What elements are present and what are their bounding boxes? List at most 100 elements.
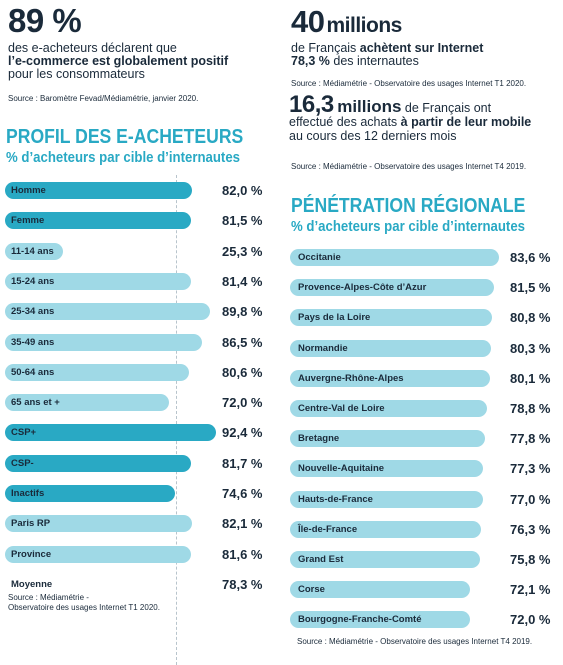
bar-label: 25-34 ans	[11, 306, 55, 318]
profil-chart-subtitle: % d’acheteurs par cible d’internautes	[6, 149, 241, 166]
bar-nouvelle-aquitaine	[290, 460, 483, 478]
bar-value-label: 77,0 %	[510, 491, 551, 507]
bar-label: Homme	[11, 185, 46, 196]
bar-label: Moyenne	[11, 578, 53, 590]
bar-15-24-ans	[5, 272, 191, 290]
bar-label: Provence-Alpes-Côte d’Azur	[298, 282, 427, 294]
bar-value-label: 81,5 %	[222, 213, 263, 229]
bar-value-label: 86,5 %	[222, 334, 263, 350]
bar-value-label: 89,8 %	[222, 304, 263, 320]
bar-label: CSP+	[11, 427, 37, 439]
bar-label: Pays de la Loire	[298, 312, 371, 324]
bar-label: Île-de-France	[298, 523, 358, 535]
bar-label: Centre-Val de Loire	[298, 403, 385, 414]
bar-label: 35-49 ans	[11, 336, 55, 348]
profil-chart-title: PROFIL DES E-ACHETEURS	[6, 126, 244, 148]
stat-16-source: Source : Médiamétrie - Observatoire des …	[291, 162, 527, 171]
stat-40-millions: 40millions	[291, 4, 402, 40]
stat-89-line1: des e-acheteurs déclarent que	[8, 41, 177, 55]
bar-11-14-ans	[5, 242, 63, 260]
bar-label: Bourgogne-Franche-Comté	[298, 614, 422, 626]
bar-bourgogne-franche-comt-	[290, 611, 470, 629]
bar-province	[5, 545, 191, 563]
bar-value-label: 81,7 %	[222, 455, 263, 471]
bar-value-label: 72,1 %	[510, 582, 551, 598]
bar-25-34-ans	[5, 303, 210, 321]
stat-89-description: des e-acheteurs déclarent que l’e-commer…	[8, 42, 248, 81]
bar-50-64-ans	[5, 363, 189, 381]
bar-label: Nouvelle-Aquitaine	[298, 463, 385, 475]
bar-label: Grand Est	[298, 554, 344, 565]
bar-value-label: 80,1 %	[510, 370, 551, 386]
bar-centre-val-de-loire	[290, 400, 487, 417]
bar-bretagne	[290, 430, 485, 448]
bar-label: Normandie	[298, 342, 348, 354]
bar-value-label: 80,3 %	[510, 340, 551, 356]
bar-label: CSP-	[11, 457, 34, 469]
bar-value-label: 77,8 %	[510, 431, 551, 447]
bar-label: Province	[11, 548, 52, 560]
bar-value-label: 80,6 %	[222, 364, 263, 380]
stat-40-source: Source : Médiamétrie - Observatoire des …	[291, 79, 527, 88]
bar-value-label: 83,6 %	[510, 250, 551, 265]
profil-chart-source: Source : Médiamétrie - Observatoire des …	[8, 593, 160, 612]
regional-chart-source: Source : Médiamétrie - Observatoire des …	[297, 637, 533, 646]
bar-value-label: 75,8 %	[510, 552, 551, 567]
bar--le-de-france	[290, 520, 481, 538]
bar-label: Corse	[298, 584, 325, 596]
bar-auvergne-rh-ne-alpes	[290, 369, 490, 387]
bar-value-label: 81,4 %	[222, 273, 263, 289]
stat-89-line2: l’e-commerce est globalement positif	[8, 54, 229, 68]
stat-16-line1: 16,3 millions de Français ont	[289, 91, 492, 118]
bar-value-label: 25,3 %	[222, 243, 263, 259]
regional-chart-title: PÉNÉTRATION RÉGIONALE	[291, 195, 526, 217]
bar-inactifs	[5, 485, 175, 502]
bar-label: Hauts-de-France	[298, 493, 373, 505]
stat-16-description: 16,3 millions de Français ont effectué d…	[289, 91, 554, 144]
bar-grand-est	[290, 551, 480, 568]
bar-value-label: 81,5 %	[510, 280, 551, 296]
bar-label: Paris RP	[11, 518, 51, 530]
bar-femme	[5, 212, 191, 230]
bar-value-label: 76,3 %	[510, 521, 551, 537]
stat-89-source: Source : Baromètre Fevad/Médiamétrie, ja…	[8, 94, 199, 103]
average-reference-line	[176, 175, 178, 665]
bar-homme	[5, 182, 192, 199]
bar-value-label: 77,3 %	[510, 461, 551, 477]
bar-hauts-de-france	[290, 490, 483, 508]
bar-corse	[290, 581, 470, 599]
bar-label: 65 ans et +	[11, 397, 60, 409]
bar-65-ans-et-	[5, 394, 169, 412]
bar-label: Bretagne	[298, 433, 340, 445]
regional-chart-subtitle: % d’acheteurs par cible d’internautes	[291, 218, 526, 235]
stat-89-line3: pour les consommateurs	[8, 67, 145, 81]
stat-40-number: 40	[291, 4, 325, 39]
bar-label: 11-14 ans	[11, 245, 54, 257]
bar-csp-	[5, 454, 191, 472]
bar-35-49-ans	[5, 333, 202, 351]
bar-label: Inactifs	[11, 488, 45, 499]
bar-value-label: 81,6 %	[222, 546, 263, 562]
stat-40-description: de Français achètent sur Internet 78,3 %…	[291, 42, 551, 68]
bar-label: 50-64 ans	[11, 366, 55, 378]
bar-value-label: 82,1 %	[222, 516, 263, 532]
bar-value-label: 72,0 %	[510, 612, 551, 628]
bar-label: Auvergne-Rhône-Alpes	[298, 372, 404, 384]
stat-40-unit: millions	[326, 14, 402, 37]
bar-value-label: 80,8 %	[510, 310, 551, 326]
bar-value-label: 78,3 %	[222, 576, 263, 592]
bar-value-label: 82,0 %	[222, 183, 263, 198]
bar-pays-de-la-loire	[290, 309, 492, 327]
bar-label: Femme	[11, 215, 45, 227]
stat-16-line3: au cours des 12 derniers mois	[289, 129, 457, 143]
bar-label: Occitanie	[298, 252, 341, 263]
bar-normandie	[290, 339, 491, 357]
bar-provence-alpes-c-te-d-azur	[290, 279, 494, 297]
bar-paris-rp	[5, 515, 192, 533]
bar-label: 15-24 ans	[11, 275, 55, 287]
bar-value-label: 78,8 %	[510, 401, 551, 416]
bar-value-label: 72,0 %	[222, 395, 263, 411]
stat-40-line1: de Français achètent sur Internet	[291, 41, 484, 55]
bar-value-label: 92,4 %	[222, 425, 263, 441]
stat-89-percent: 89 %	[8, 2, 82, 39]
